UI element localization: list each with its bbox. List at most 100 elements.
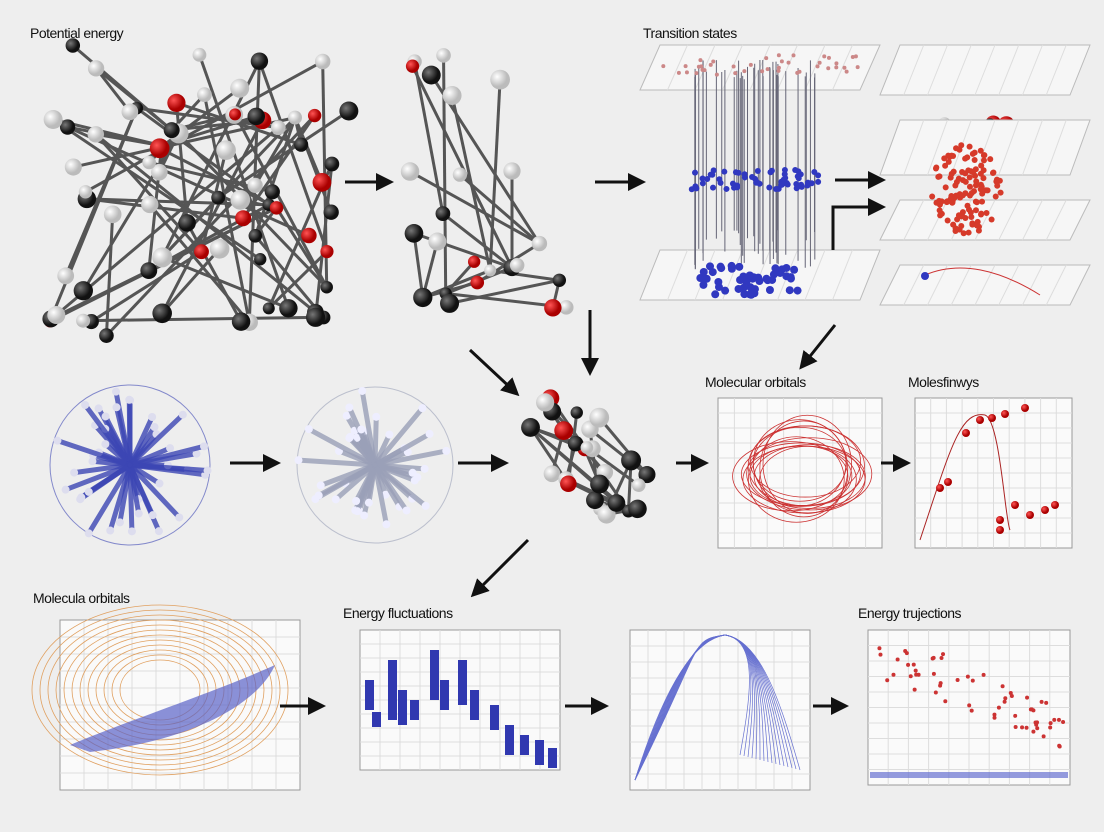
atom (279, 299, 298, 318)
rod-tip (410, 476, 419, 485)
rod (372, 431, 433, 468)
plane-grid (903, 199, 925, 241)
point (1020, 725, 1025, 730)
rod-tip (385, 430, 394, 439)
atom (320, 280, 333, 294)
rod-tip (94, 404, 103, 413)
atom (509, 258, 525, 273)
blob (740, 290, 749, 299)
trace (924, 267, 1041, 296)
label: Potential energy (30, 25, 124, 41)
atom (87, 60, 105, 77)
rod-tip (372, 412, 381, 421)
rod-tip (358, 386, 367, 395)
rod (306, 426, 378, 468)
blob (707, 171, 714, 178)
blob (784, 181, 791, 188)
blob (938, 198, 945, 205)
plane-grid (667, 44, 688, 91)
blob (948, 170, 955, 177)
bond (83, 315, 316, 323)
blob (966, 183, 973, 190)
blob (983, 187, 990, 194)
blob (834, 61, 839, 66)
rod (86, 462, 133, 536)
blob (731, 184, 738, 191)
atom (324, 156, 340, 172)
atom (231, 312, 251, 331)
blob (983, 209, 990, 216)
bond (444, 260, 476, 295)
rod-tip (154, 527, 163, 536)
bond (161, 247, 221, 315)
point (1025, 695, 1030, 700)
rod (127, 462, 156, 518)
blob (778, 181, 785, 188)
atom (216, 140, 236, 160)
surface (70, 665, 275, 752)
blob (936, 207, 943, 214)
atom (151, 163, 168, 181)
blob (977, 170, 984, 177)
rod-tip (421, 501, 430, 510)
atom (621, 450, 642, 471)
blob (966, 143, 973, 150)
blob (994, 182, 1001, 189)
atom (229, 108, 242, 121)
rod (366, 462, 378, 506)
plane-grid (1022, 44, 1043, 96)
plane-grid (927, 44, 948, 96)
point (944, 478, 952, 486)
point (1048, 725, 1053, 730)
blob (993, 176, 1000, 183)
blob (962, 178, 969, 185)
rod-tip (294, 456, 303, 465)
rod-tip (360, 511, 369, 520)
blob (694, 71, 699, 76)
bond (198, 54, 290, 309)
atom (288, 110, 303, 125)
point (1031, 729, 1036, 734)
atom (421, 65, 441, 85)
blob (721, 286, 730, 295)
atom (301, 227, 317, 244)
atom (57, 267, 75, 285)
blob (779, 59, 784, 64)
rod-tip (352, 433, 361, 442)
atom (73, 281, 93, 301)
atom (149, 138, 170, 159)
blob (776, 65, 781, 70)
blob (748, 62, 753, 67)
blob (797, 69, 802, 74)
rod-tip (353, 507, 362, 516)
point (996, 516, 1004, 524)
atom (589, 407, 610, 428)
point (906, 662, 911, 667)
plane-grid (927, 264, 948, 306)
rod-tip (175, 513, 184, 522)
blob (953, 192, 960, 199)
rod (296, 457, 378, 468)
bond (258, 60, 329, 253)
blob (785, 286, 794, 295)
blob (929, 193, 936, 200)
atom (503, 162, 521, 180)
label: Molecula orbitals (33, 590, 130, 606)
atom (490, 69, 510, 90)
point (1001, 410, 1009, 418)
plane-grid (998, 44, 1020, 96)
bar (398, 690, 407, 725)
atom (163, 122, 180, 139)
point (1035, 726, 1040, 731)
orbital (39, 609, 281, 771)
atom (247, 177, 263, 193)
rod-tip (420, 464, 429, 473)
blob (970, 188, 977, 195)
plane-grid (777, 44, 798, 91)
atom (87, 126, 104, 143)
atom (121, 103, 139, 121)
blob (700, 274, 709, 283)
atom (531, 235, 548, 252)
blob (735, 169, 742, 176)
